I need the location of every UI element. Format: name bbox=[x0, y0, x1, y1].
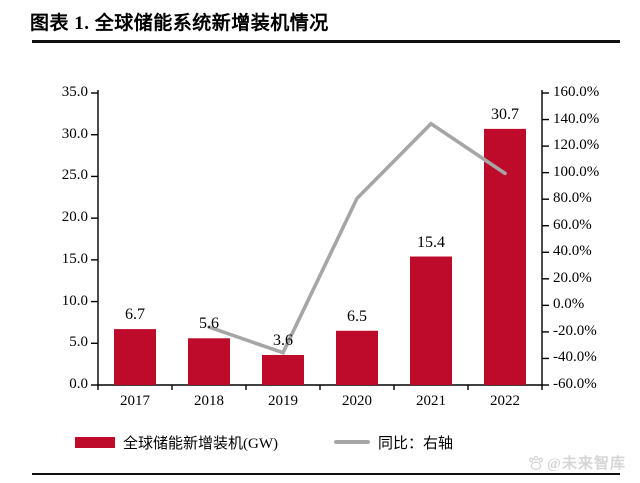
x-tick-label: 2019 bbox=[268, 393, 298, 409]
watermark: @未来智库 bbox=[528, 452, 626, 473]
yoy-line bbox=[207, 121, 507, 355]
legend: 全球储能新增装机(GW) 同比：右轴 bbox=[75, 433, 453, 452]
paw-icon bbox=[528, 455, 544, 470]
bar-value-label: 6.5 bbox=[347, 307, 367, 325]
y-right-tick-label: -60.0% bbox=[553, 376, 597, 392]
y-right-tick-label: 60.0% bbox=[553, 216, 592, 233]
bar-value-label: 15.4 bbox=[417, 233, 445, 251]
y-right-tick-label: 20.0% bbox=[553, 269, 592, 286]
y-left-tick-label: 25.0 bbox=[61, 167, 88, 184]
y-left-tick-label: 10.0 bbox=[61, 292, 88, 309]
y-left-tick-label: 15.0 bbox=[61, 250, 88, 267]
x-tick-label: 2022 bbox=[490, 393, 520, 409]
y-right-tick-label: -40.0% bbox=[553, 349, 597, 366]
bar-2020 bbox=[336, 330, 378, 385]
y-right-tick-label: -20.0% bbox=[553, 322, 597, 339]
bar-2021 bbox=[410, 256, 452, 385]
legend-bar-label: 全球储能新增装机(GW) bbox=[123, 435, 278, 452]
y-right-tick-label: 140.0% bbox=[553, 110, 600, 127]
x-tick-label: 2021 bbox=[416, 393, 446, 409]
bar-value-label: 30.7 bbox=[491, 105, 519, 123]
y-right-tick-label: 80.0% bbox=[553, 190, 592, 207]
y-left-tick-label: 30.0 bbox=[61, 125, 88, 142]
legend-line-swatch bbox=[333, 440, 370, 444]
bottom-divider bbox=[32, 473, 620, 475]
y-right-tick-label: 0.0% bbox=[553, 296, 585, 313]
x-tick-label: 2017 bbox=[120, 393, 150, 409]
watermark-text: @未来智库 bbox=[547, 456, 626, 472]
bar-value-label: 5.6 bbox=[199, 315, 219, 333]
bar-2018 bbox=[188, 338, 230, 385]
figure-title: 图表 1. 全球储能系统新增装机情况 bbox=[30, 13, 329, 34]
title-divider bbox=[32, 40, 620, 43]
x-tick-label: 2020 bbox=[342, 393, 372, 409]
legend-bar-swatch bbox=[75, 436, 115, 448]
y-left-tick-label: 20.0 bbox=[61, 209, 88, 226]
legend-line-label: 同比：右轴 bbox=[377, 435, 453, 452]
bar-value-label: 3.6 bbox=[273, 331, 293, 349]
y-right-tick-label: 100.0% bbox=[553, 163, 600, 180]
x-tick-label: 2018 bbox=[194, 393, 224, 409]
y-left-tick-label: 0.0 bbox=[69, 376, 88, 392]
y-right-tick-label: 160.0% bbox=[553, 84, 600, 100]
y-left-tick-label: 5.0 bbox=[69, 334, 88, 351]
y-right-tick-label: 40.0% bbox=[553, 243, 592, 260]
bar-2022 bbox=[484, 128, 526, 386]
y-left-tick-label: 35.0 bbox=[61, 84, 88, 100]
bar-2017 bbox=[114, 329, 156, 385]
bar-value-label: 6.7 bbox=[125, 306, 145, 324]
y-right-tick-label: 120.0% bbox=[553, 137, 600, 154]
bar-2019 bbox=[262, 354, 304, 385]
